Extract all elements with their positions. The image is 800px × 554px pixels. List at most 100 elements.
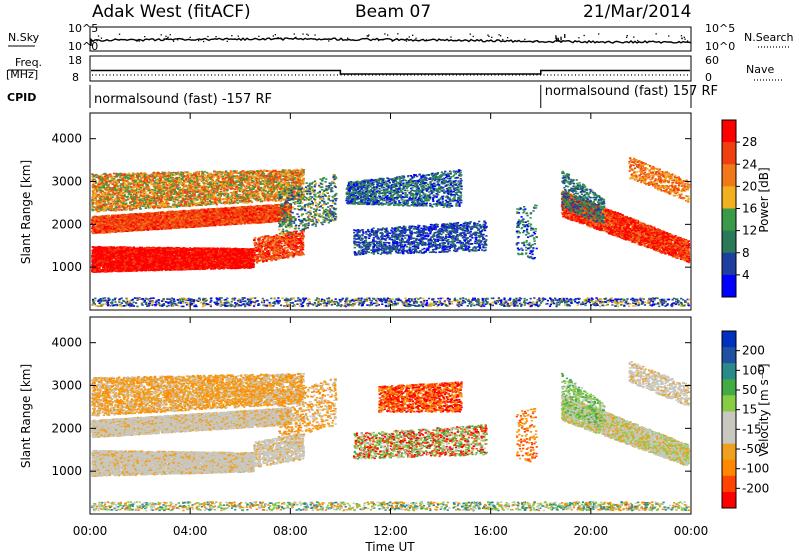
noise-point bbox=[115, 38, 116, 39]
noise-point bbox=[166, 39, 167, 40]
noise-point bbox=[598, 33, 599, 34]
noise-point bbox=[684, 39, 685, 40]
noise-point bbox=[656, 33, 657, 34]
cpid-label: CPID bbox=[7, 91, 36, 104]
noise-point bbox=[273, 35, 274, 36]
noise-point bbox=[502, 39, 503, 40]
cpid-segment-1: normalsound (fast) -157 RF bbox=[94, 92, 272, 107]
noise-point bbox=[231, 35, 232, 36]
figure: Adak West (fitACF) Beam 07 21/Mar/2014 1… bbox=[0, 0, 800, 554]
noise-point bbox=[314, 34, 315, 35]
noise-point bbox=[626, 37, 627, 38]
noise-point bbox=[98, 35, 99, 36]
date-title: 21/Mar/2014 bbox=[583, 2, 691, 22]
noise-point bbox=[406, 40, 407, 41]
cpid-panel: normalsound (fast) -157 RF normalsound (… bbox=[7, 84, 718, 108]
noise-point bbox=[524, 39, 525, 40]
noise-point bbox=[384, 33, 385, 34]
noise-point bbox=[207, 36, 208, 37]
noise-point bbox=[450, 36, 451, 37]
noise-point bbox=[470, 34, 471, 35]
noise-point bbox=[165, 36, 166, 37]
noise-point bbox=[412, 35, 413, 36]
noise-point bbox=[101, 38, 102, 39]
noise-point bbox=[164, 38, 165, 39]
nave-ytick-bottom: 0 bbox=[705, 71, 712, 84]
noise-point bbox=[177, 39, 178, 40]
frequency-panel: 18 8 60 0 Freq. [MHz] Nave bbox=[6, 54, 782, 84]
power-cells bbox=[91, 157, 690, 307]
noise-point bbox=[203, 41, 204, 42]
noise-point bbox=[426, 39, 427, 40]
noise-point bbox=[275, 34, 276, 35]
noise-point bbox=[556, 38, 557, 42]
noise-point bbox=[119, 34, 120, 35]
noise-point bbox=[227, 41, 228, 42]
noise-point bbox=[488, 36, 489, 37]
noise-point bbox=[578, 37, 579, 38]
noise-point bbox=[281, 38, 282, 39]
noise-point bbox=[633, 37, 634, 38]
noise-point bbox=[308, 35, 309, 36]
noise-point bbox=[387, 34, 388, 35]
noise-point bbox=[295, 37, 296, 38]
freq-line bbox=[91, 71, 690, 75]
noise-point bbox=[534, 41, 535, 42]
nave-label: Nave bbox=[746, 63, 774, 76]
noise-point bbox=[507, 37, 508, 38]
cpid-segment-2: normalsound (fast) 157 RF bbox=[545, 84, 718, 99]
noise-point bbox=[144, 36, 145, 37]
noise-point bbox=[241, 39, 242, 40]
noise-point bbox=[328, 40, 329, 41]
noise-point bbox=[687, 40, 688, 41]
noise-point bbox=[222, 39, 223, 40]
noise-point bbox=[238, 36, 239, 37]
noise-point bbox=[182, 38, 183, 39]
noise-point bbox=[558, 38, 559, 42]
noise-point bbox=[198, 40, 199, 41]
noise-point bbox=[498, 34, 499, 35]
noise-ytick-right-bottom: 10^0 bbox=[705, 40, 735, 53]
noise-point bbox=[139, 40, 140, 41]
noise-point bbox=[473, 36, 474, 37]
noise-point bbox=[537, 40, 538, 41]
noise-point bbox=[500, 35, 501, 36]
noise-point bbox=[278, 37, 279, 38]
noise-panel: 10^5 10^0 10^5 10^0 N.Sky N.Search bbox=[8, 22, 794, 53]
nsky-label: N.Sky bbox=[8, 31, 40, 44]
noise-point bbox=[347, 38, 348, 39]
beam-title: Beam 07 bbox=[355, 2, 431, 22]
noise-point bbox=[681, 35, 682, 36]
freq-frame bbox=[90, 56, 691, 81]
noise-point bbox=[415, 38, 416, 39]
noise-point bbox=[383, 39, 384, 40]
noise-point bbox=[409, 36, 410, 37]
noise-point bbox=[263, 38, 264, 39]
noise-line bbox=[91, 38, 691, 46]
noise-point bbox=[294, 33, 295, 34]
noise-point bbox=[161, 34, 162, 35]
noise-point bbox=[302, 33, 303, 34]
noise-point bbox=[190, 37, 191, 38]
freq-ytick-bottom: 8 bbox=[72, 71, 79, 84]
noise-point bbox=[258, 36, 259, 37]
noise-trace bbox=[91, 33, 691, 46]
noise-ytick-bottom: 10^0 bbox=[68, 40, 98, 53]
station-title: Adak West (fitACF) bbox=[92, 2, 251, 22]
noise-point bbox=[487, 35, 488, 36]
noise-point bbox=[137, 39, 138, 40]
nsearch-label: N.Search bbox=[744, 31, 794, 44]
noise-ytick-top: 10^5 bbox=[68, 22, 98, 35]
noise-ytick-right-top: 10^5 bbox=[705, 22, 735, 35]
noise-point bbox=[584, 35, 585, 36]
nave-ytick-top: 60 bbox=[705, 54, 719, 67]
noise-point bbox=[397, 33, 398, 34]
noise-point bbox=[170, 34, 171, 35]
noise-point bbox=[491, 37, 492, 38]
noise-point bbox=[173, 41, 174, 42]
noise-point bbox=[368, 36, 369, 37]
noise-point bbox=[215, 36, 216, 37]
noise-point bbox=[518, 40, 519, 41]
freq-ytick-top: 18 bbox=[68, 54, 82, 67]
